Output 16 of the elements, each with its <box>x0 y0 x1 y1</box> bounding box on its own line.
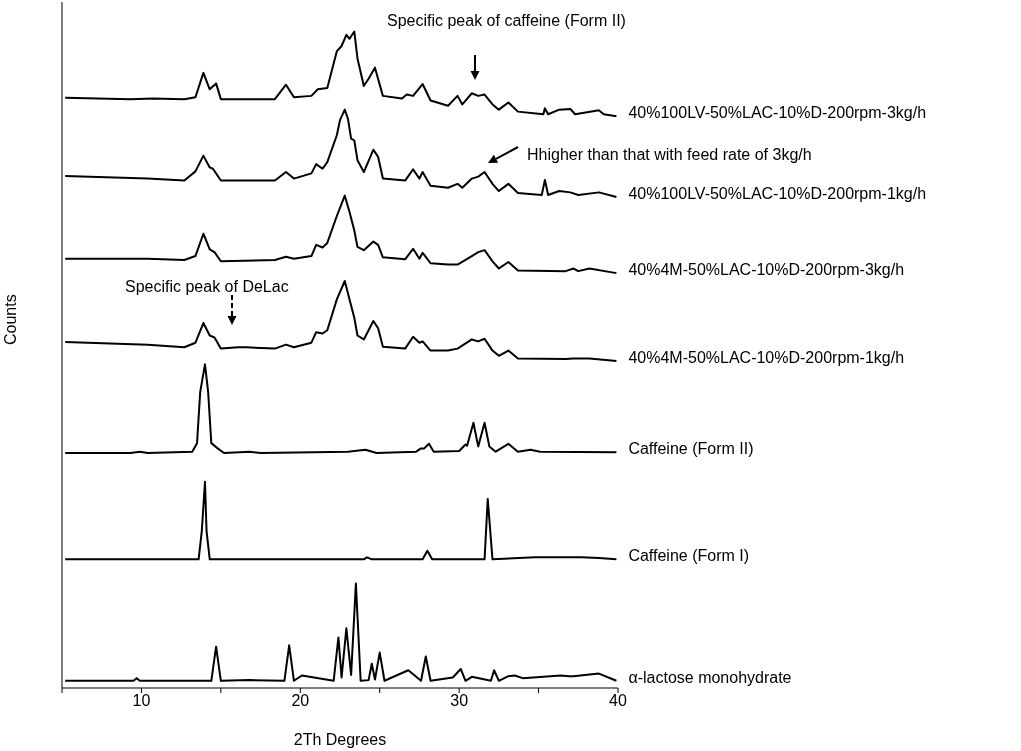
series-label: 40%4M-50%LAC-10%D-200rpm-1kg/h <box>628 349 905 367</box>
x-tick-label: 20 <box>291 692 310 710</box>
series-label: 40%100LV-50%LAC-10%D-200rpm-3kg/h <box>628 104 927 122</box>
series-label: 40%100LV-50%LAC-10%D-200rpm-1kg/h <box>628 184 927 202</box>
x-tick-label: 10 <box>132 692 151 710</box>
x-axis-title: 2Th Degrees <box>293 731 387 748</box>
y-axis-title: Counts <box>1 294 19 345</box>
series-label: Caffeine (Form I) <box>628 547 750 565</box>
annotation: Hhigher than that with feed rate of 3kg/h <box>527 146 812 163</box>
text: Specific peak of caffeine (Form II) <box>387 12 626 29</box>
series-label: α-lactose monohydrate <box>628 668 792 686</box>
x-tick-label: 30 <box>450 692 469 710</box>
annotation: Specific peak of DeLac <box>125 278 289 295</box>
series-label: Caffeine (Form II) <box>628 440 754 458</box>
x-tick-label: 40 <box>609 692 627 710</box>
series-label: 40%4M-50%LAC-10%D-200rpm-3kg/h <box>628 261 905 279</box>
